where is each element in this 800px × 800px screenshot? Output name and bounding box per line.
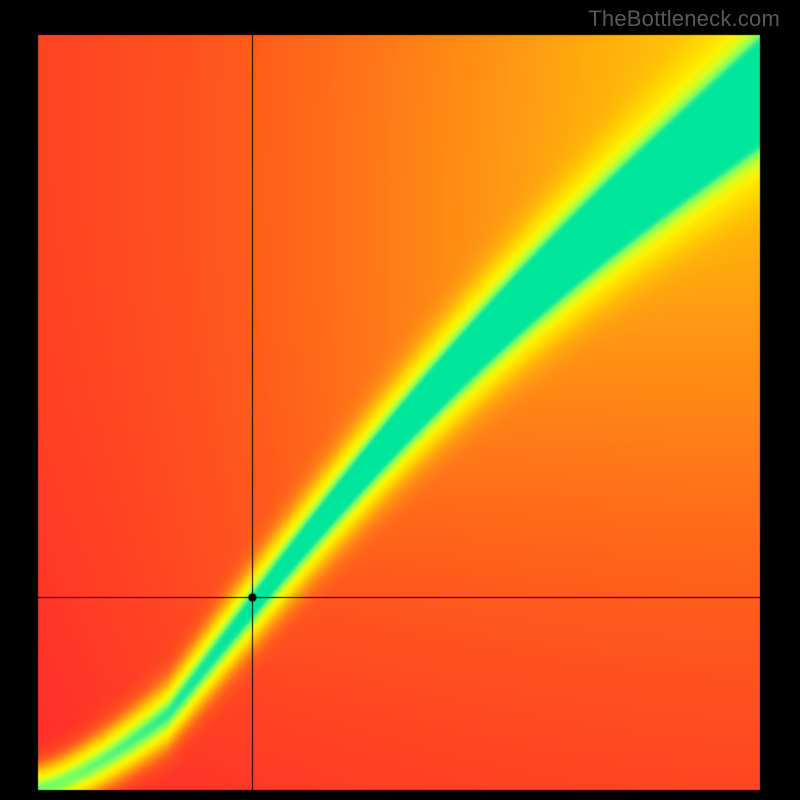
- watermark-text: TheBottleneck.com: [588, 6, 780, 32]
- bottleneck-heatmap: [0, 0, 800, 800]
- root: TheBottleneck.com: [0, 0, 800, 800]
